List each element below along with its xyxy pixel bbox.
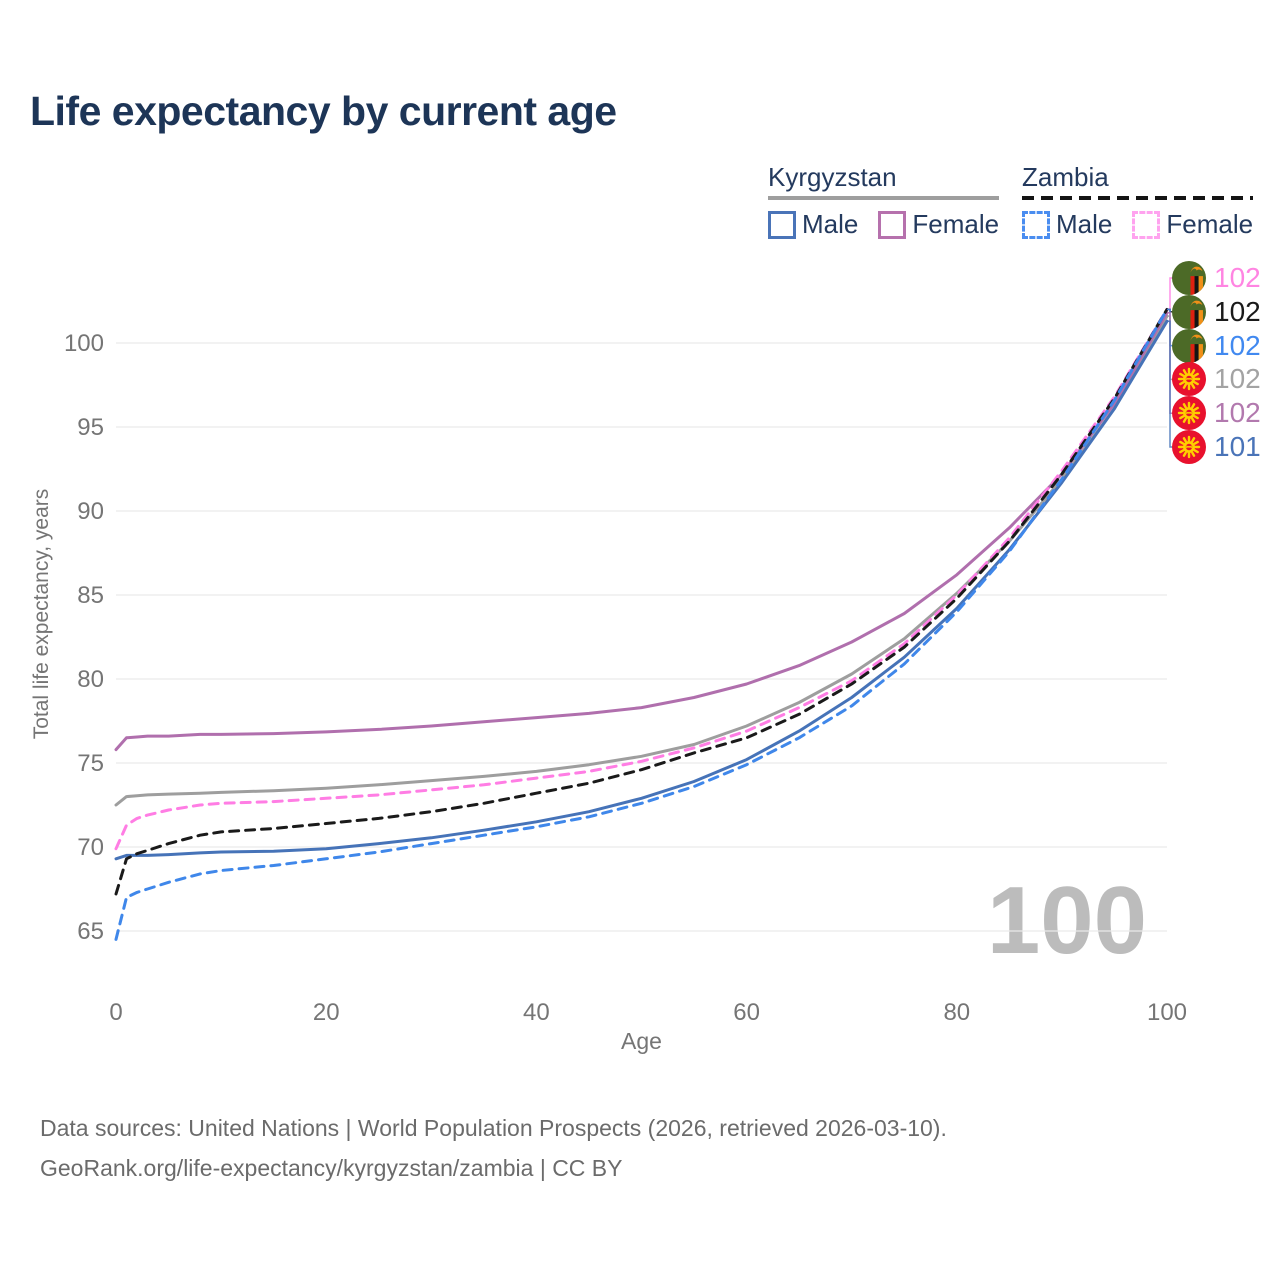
x-tick-0: 0 xyxy=(109,999,122,1026)
end-label-value: 102 xyxy=(1214,329,1261,361)
legend-group-kyrgyzstan: Kyrgyzstan Male Female xyxy=(768,162,1000,240)
end-label-value: 102 xyxy=(1214,262,1261,293)
legend-label: Male xyxy=(802,209,859,239)
y-tick-95: 95 xyxy=(77,414,104,441)
legend-line-sample-kyrgyzstan xyxy=(768,196,1000,200)
end-label-value: 101 xyxy=(1214,431,1261,462)
legend-title-zambia: Zambia xyxy=(1022,162,1109,192)
zambia-male-swatch-icon xyxy=(1022,210,1050,239)
legend-group-zambia: Zambia Male Female xyxy=(1022,162,1254,240)
x-axis-label: Age xyxy=(621,1028,662,1054)
zambia-flag-icon xyxy=(1172,294,1206,329)
end-label-kyrgyzstan-male: 101 xyxy=(1172,430,1261,464)
end-label-value: 102 xyxy=(1214,295,1261,327)
zambia-flag-icon xyxy=(1172,261,1206,295)
y-tick-75: 75 xyxy=(77,750,104,777)
footer-attribution: GeoRank.org/life-expectancy/kyrgyzstan/z… xyxy=(40,1155,623,1182)
legend-item-zambia-female[interactable]: Female xyxy=(1132,209,1253,240)
x-tick-80: 80 xyxy=(943,999,970,1026)
legend-line-sample-zambia xyxy=(1022,196,1254,200)
legend-item-kyrgyzstan-male[interactable]: Male xyxy=(768,209,858,240)
series-line-kyrgyzstan-both-sexes[interactable] xyxy=(114,314,1169,807)
end-label-kyrgyzstan-both-sexes: 102 xyxy=(1172,362,1261,397)
legend-title-kyrgyzstan: Kyrgyzstan xyxy=(768,162,897,192)
x-tick-100: 100 xyxy=(1147,999,1187,1026)
kyrgyzstan-flag-icon xyxy=(1172,430,1206,464)
y-tick-80: 80 xyxy=(77,666,104,693)
series-line-kyrgyzstan-female[interactable] xyxy=(114,311,1169,752)
kyrgyzstan-female-swatch-icon xyxy=(878,210,907,239)
zambia-flag-icon xyxy=(1172,328,1206,363)
y-tick-65: 65 xyxy=(77,918,104,945)
end-label-zambia-female: 102 xyxy=(1172,261,1261,295)
end-label-zambia-both-sexes: 102 xyxy=(1172,294,1261,329)
series-line-zambia-both-sexes[interactable] xyxy=(114,307,1169,896)
y-tick-100: 100 xyxy=(64,330,104,357)
series-line-zambia-male[interactable] xyxy=(114,307,1169,941)
legend-item-kyrgyzstan-female[interactable]: Female xyxy=(878,209,999,240)
footer-data-sources: Data sources: United Nations | World Pop… xyxy=(40,1115,947,1141)
end-label-value: 102 xyxy=(1214,363,1261,395)
x-tick-60: 60 xyxy=(733,999,760,1026)
legend-item-zambia-male[interactable]: Male xyxy=(1022,209,1112,240)
end-label-kyrgyzstan-female: 102 xyxy=(1172,396,1261,431)
end-label-zambia-male: 102 xyxy=(1172,328,1261,363)
x-tick-40: 40 xyxy=(523,999,550,1026)
legend-label: Male xyxy=(1056,209,1113,239)
x-tick-20: 20 xyxy=(313,999,340,1026)
zambia-female-swatch-icon xyxy=(1132,210,1161,239)
y-tick-70: 70 xyxy=(77,834,104,861)
kyrgyzstan-male-swatch-icon xyxy=(768,210,796,239)
series-line-kyrgyzstan-male[interactable] xyxy=(114,319,1169,861)
series-line-zambia-female[interactable] xyxy=(114,307,1169,851)
legend-label: Female xyxy=(1166,209,1254,239)
kyrgyzstan-flag-icon xyxy=(1172,396,1206,431)
end-label-value: 102 xyxy=(1214,397,1261,429)
page-title: Life expectancy by current age xyxy=(30,88,617,134)
age-watermark: 100 xyxy=(987,867,1147,974)
y-axis-label: Total life expectancy, years xyxy=(30,489,53,740)
chart-footer: Data sources: United Nations | World Pop… xyxy=(40,1108,947,1189)
end-label-connector-kyrgyzstan-male xyxy=(1167,320,1173,448)
y-tick-90: 90 xyxy=(77,498,104,525)
legend-label: Female xyxy=(912,209,1000,239)
kyrgyzstan-flag-icon xyxy=(1172,362,1206,397)
y-tick-85: 85 xyxy=(77,582,104,609)
